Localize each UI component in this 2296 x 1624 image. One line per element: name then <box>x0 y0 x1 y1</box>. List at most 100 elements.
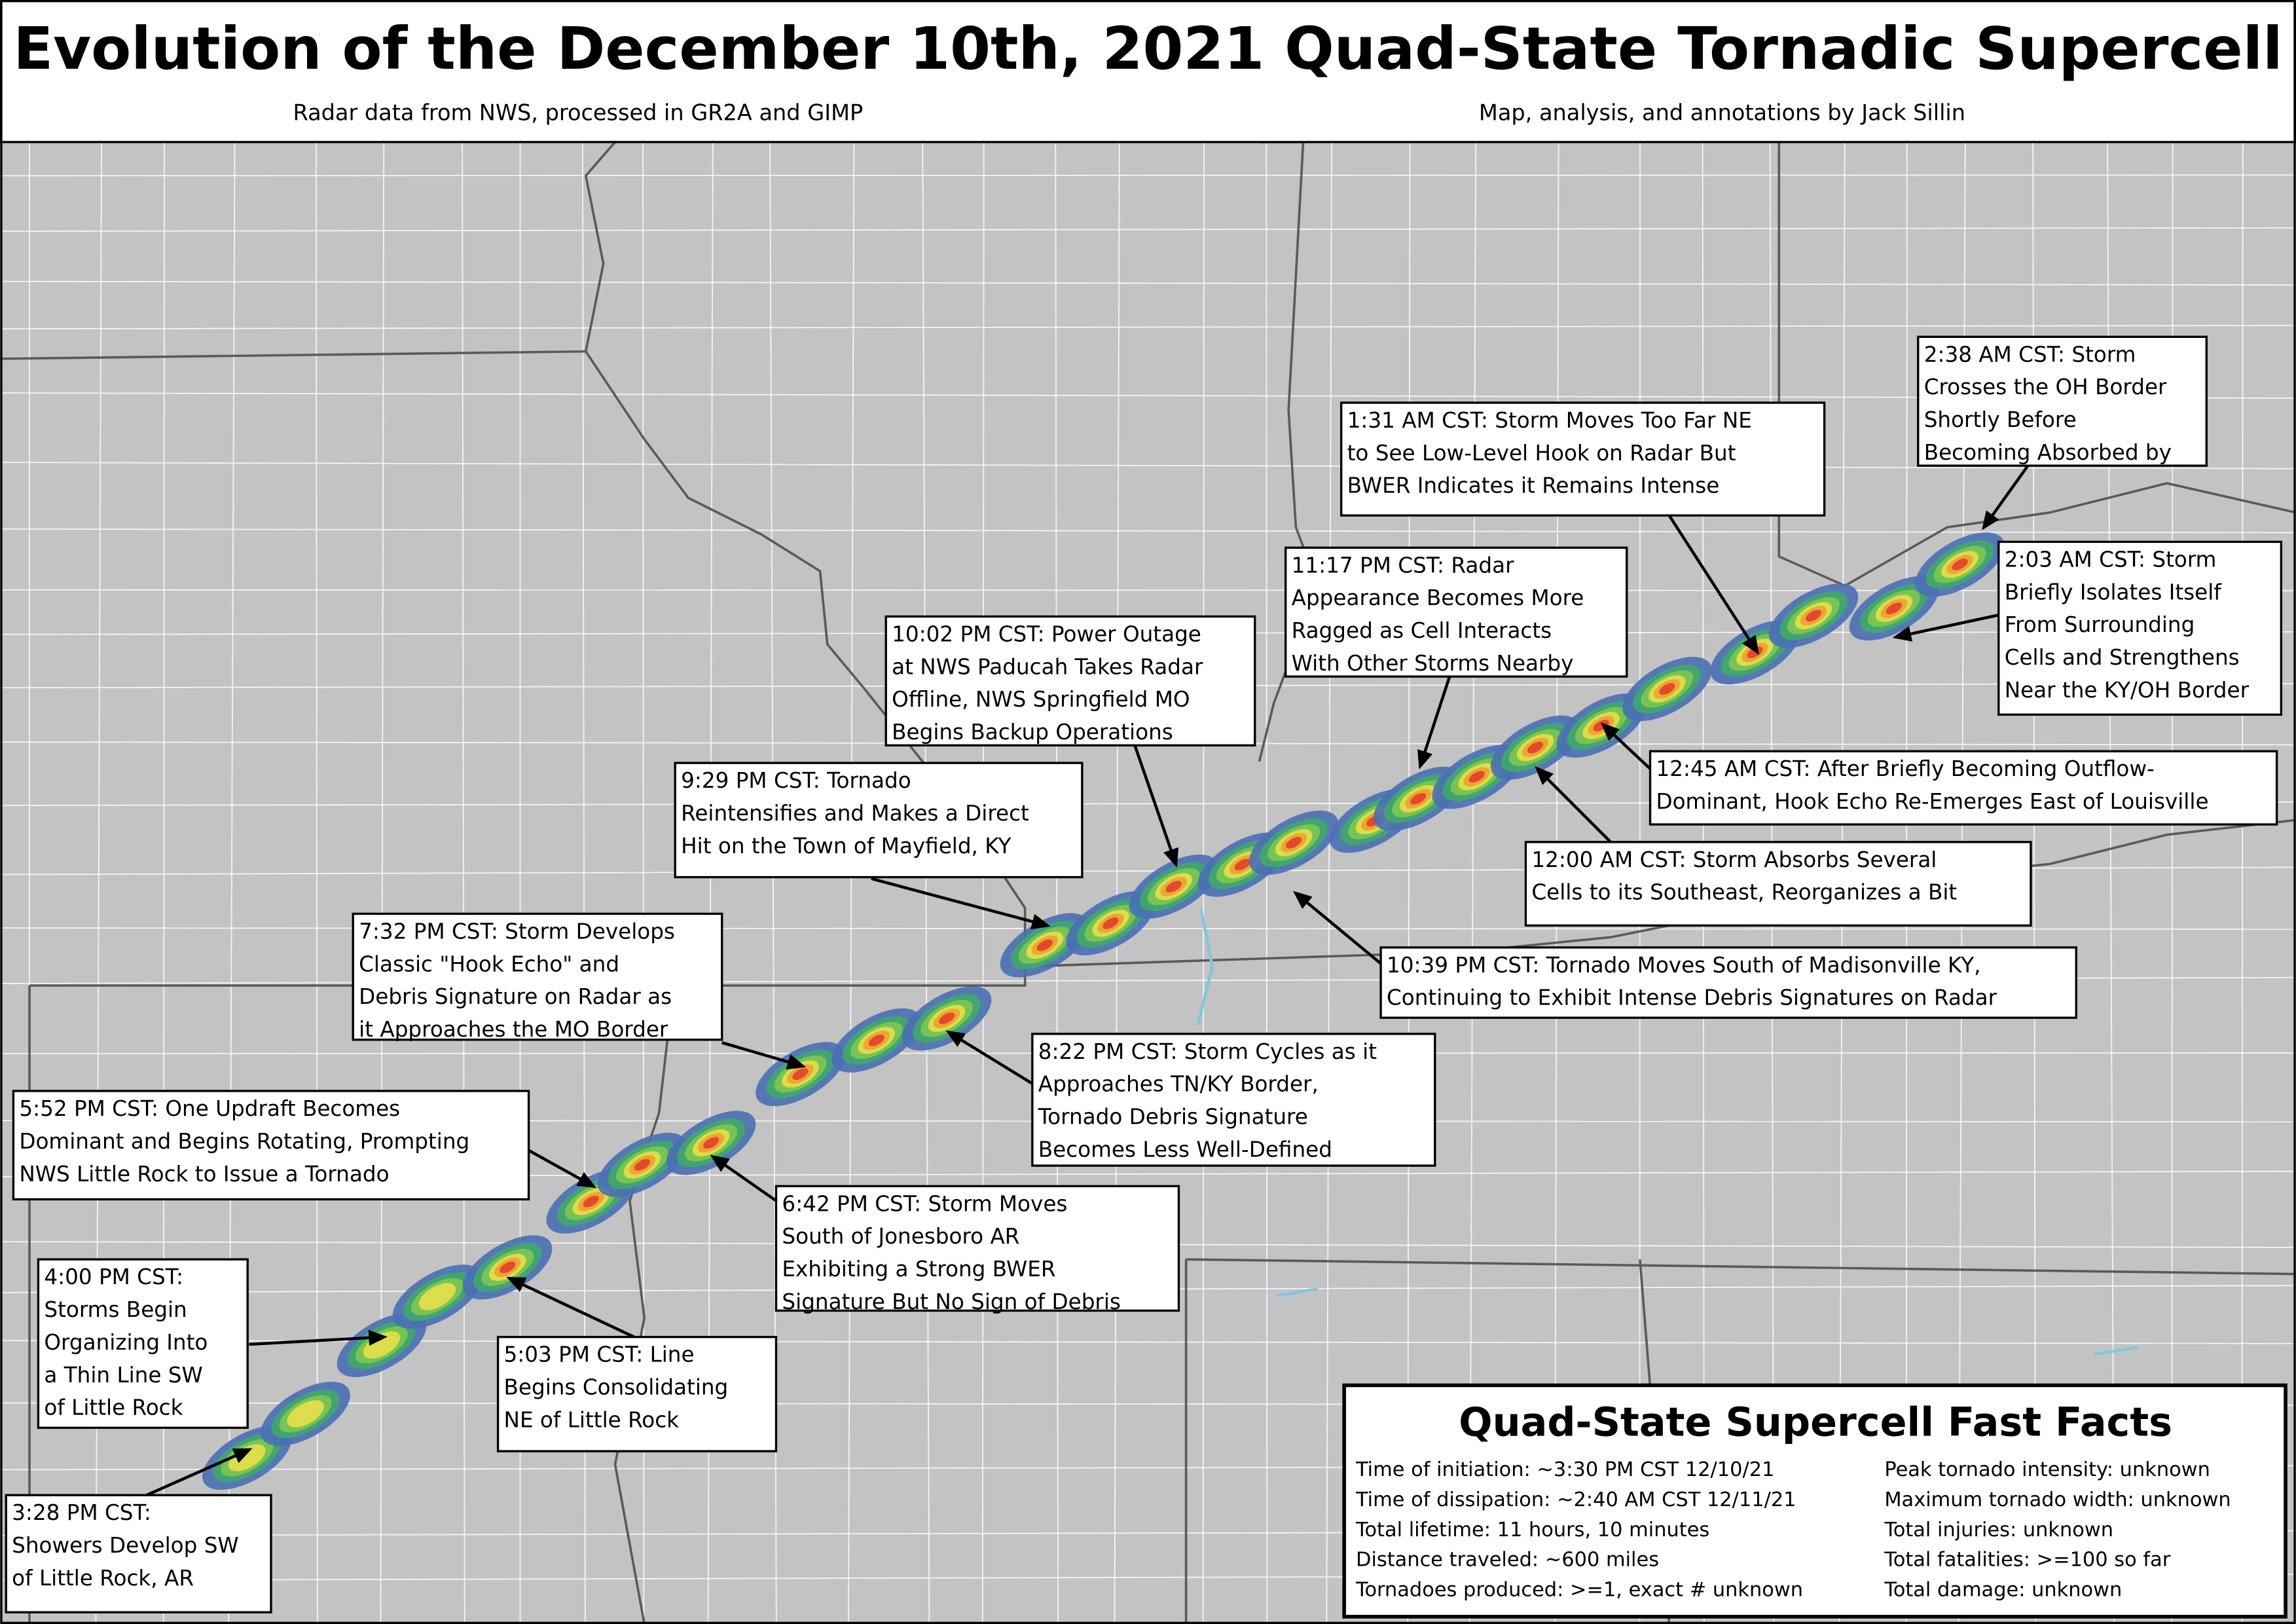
annotation-arrow <box>1895 614 1999 638</box>
annotation-line: 2:38 AM CST: Storm <box>1924 342 2136 367</box>
fact: Total fatalities: >=100 so far <box>1884 1549 2170 1572</box>
annotation-line: 6:42 PM CST: Storm Moves <box>782 1191 1067 1216</box>
annotation-box <box>1524 841 2032 927</box>
county-line <box>462 141 465 1624</box>
fact: Time of initiation: ~3:30 PM CST 12/10/2… <box>1355 1458 1774 1481</box>
county-line <box>380 141 385 1624</box>
annotation-line: Classic "Hook Echo" and <box>359 951 619 976</box>
radar-echo <box>500 1261 516 1274</box>
annotation-box <box>37 1258 249 1430</box>
radar-echo <box>1659 683 1675 695</box>
annotation: 4:00 PM CST: Storms Begin Organizing Into a… <box>37 1258 249 1430</box>
arrow-head <box>1163 847 1178 868</box>
annotation-line: 10:39 PM CST: Tornado Moves South of Mad… <box>1387 953 1981 978</box>
annotation-line: Signature But No Sign of Debris <box>782 1289 1120 1314</box>
annotation-box <box>674 762 1084 879</box>
annotation-box <box>5 1494 272 1614</box>
arrow-head <box>945 1030 966 1047</box>
county-line <box>848 141 855 1624</box>
fact: Maximum tornado width: unknown <box>1884 1488 2231 1511</box>
radar-echo <box>287 1400 324 1428</box>
radar-echo <box>1102 917 1119 929</box>
annotation-line: Hit on the Town of Mayfield, KY <box>681 834 1011 858</box>
annotation-line: Shortly Before <box>1924 407 2077 432</box>
county-line <box>1326 141 1332 1624</box>
annotation-line: Appearance Becomes More <box>1292 585 1584 610</box>
annotation-line: Reintensifies and Makes a Direct <box>681 801 1029 826</box>
county-line <box>1055 141 1059 1624</box>
annotation-line: BWER Indicates it Remains Intense <box>1347 473 1720 498</box>
annotation-line: Becomes Less Well-Defined <box>1038 1137 1332 1162</box>
annotation: 11:17 PM CST: Radar Appearance Becomes Mo… <box>1285 546 1628 678</box>
annotation-box <box>496 1336 778 1452</box>
annotation-line: it Approaches the MO Border <box>359 1017 668 1042</box>
annotation-line: 2:03 AM CST: Storm <box>2005 547 2217 572</box>
radar-echo <box>1952 559 1968 570</box>
annotation-box <box>1340 401 1826 517</box>
annotation-line: 10:02 PM CST: Power Outage <box>892 621 1201 646</box>
radar-echo <box>939 1012 955 1025</box>
radar-echo <box>363 1331 401 1359</box>
annotation-line: Approaches TN/KY Border, <box>1038 1072 1319 1097</box>
county-line <box>315 141 318 1624</box>
annotation-line: Near the KY/OH Border <box>2005 678 2250 703</box>
annotation-line: Cells to its Southeast, Reorganizes a Bi… <box>1531 880 1957 905</box>
annotation-arrow <box>871 877 1048 927</box>
left-credit: Radar data from NWS, processed in GR2A a… <box>293 100 864 125</box>
fact: Total injuries: unknown <box>1884 1519 2113 1541</box>
county-line <box>1114 141 1120 1624</box>
annotation: 5:03 PM CST: Line Begins Consolidating NE … <box>496 1336 778 1452</box>
annotation-line: Tornado Debris Signature <box>1038 1105 1308 1130</box>
annotation-line: 1:31 AM CST: Storm Moves Too Far NE <box>1347 408 1752 433</box>
radar-echo <box>792 1068 809 1080</box>
radar-echo <box>1234 858 1250 871</box>
fact: Peak tornado intensity: unknown <box>1884 1458 2210 1481</box>
radar-echo <box>1805 610 1822 622</box>
annotation-line: Dominant and Begins Rotating, Prompting <box>19 1129 469 1154</box>
annotation-line: Briefly Isolates Itself <box>2005 580 2223 604</box>
annotation-line: Dominant, Hook Echo Re-Emerges East of L… <box>1656 789 2208 814</box>
annotation-line: a Thin Line SW <box>44 1363 202 1388</box>
annotation-box <box>1285 546 1628 678</box>
arrow-head <box>1742 635 1759 655</box>
annotation-line: at NWS Paducah Takes Radar <box>892 654 1203 679</box>
annotation-arrow <box>1667 514 1758 653</box>
radar-echo <box>868 1034 884 1046</box>
annotation-arrow <box>249 1335 384 1346</box>
radar-echo <box>1886 602 1903 614</box>
annotation: 12:45 AM CST: After Briefly Becoming Out… <box>1649 750 2278 826</box>
annotation-line: Showers Develop SW <box>12 1533 239 1558</box>
annotation-line: Storms Begin <box>44 1297 187 1322</box>
annotation-line: 4:00 PM CST: <box>44 1264 183 1289</box>
rivers <box>1196 908 2138 1356</box>
radar-echo <box>1165 881 1182 893</box>
annotation-arrow <box>146 1448 250 1497</box>
radar-swath <box>202 532 2005 1490</box>
annotation: 1:31 AM CST: Storm Moves Too Far NE to Se… <box>1340 401 1826 517</box>
title: Evolution of the December 10th, 2021 Qua… <box>13 15 2282 83</box>
arrow-head <box>1600 722 1620 741</box>
annotation-line: Debris Signature on Radar as <box>359 984 672 1009</box>
annotation-line: 9:29 PM CST: Tornado <box>681 768 911 793</box>
annotation: 7:32 PM CST: Storm Develops Classic "Hook… <box>352 912 723 1042</box>
radar-echo <box>228 1444 266 1471</box>
county-line <box>0 528 2296 534</box>
arrow-head <box>232 1448 253 1464</box>
county-line <box>1407 141 1411 1624</box>
annotation-arrow <box>1133 745 1178 865</box>
annotation: 10:39 PM CST: Tornado Moves South of Mad… <box>1379 946 2077 1019</box>
fast-facts: Quad-State Supercell Fast Facts Time of … <box>1342 1383 2287 1619</box>
annotation: 2:03 AM CST: Storm Briefly Isolates Itsel… <box>1997 540 2283 716</box>
annotation-line: With Other Storms Nearby <box>1292 651 1574 676</box>
annotation-box <box>884 615 1256 747</box>
county-line <box>1266 141 1268 1624</box>
annotation-line: Becoming Absorbed by <box>1924 440 2172 465</box>
radar-echo <box>1410 792 1427 805</box>
radar-echo <box>702 1137 720 1149</box>
annotation-line: 5:03 PM CST: Line <box>504 1342 695 1367</box>
radar-echo <box>1468 771 1485 783</box>
annotation-line: NWS Little Rock to Issue a Tornado <box>19 1162 389 1187</box>
county-line <box>0 280 2296 286</box>
annotation-box <box>1379 946 2077 1019</box>
